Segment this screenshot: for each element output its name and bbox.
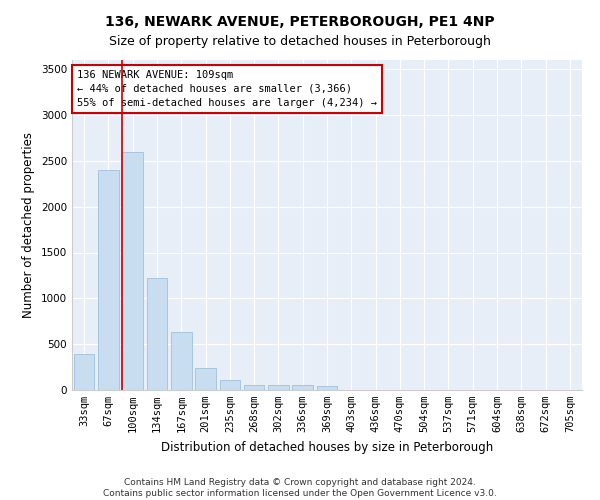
Bar (292, 386, 313, 390)
Text: 136, NEWARK AVENUE, PETERBOROUGH, PE1 4NP: 136, NEWARK AVENUE, PETERBOROUGH, PE1 4N… (105, 15, 495, 29)
Y-axis label: Number of detached properties: Number of detached properties (22, 132, 35, 318)
Bar (122, 152, 143, 390)
Bar (268, 386, 289, 390)
Bar (146, 278, 167, 390)
Bar (220, 380, 240, 390)
Text: Size of property relative to detached houses in Peterborough: Size of property relative to detached ho… (109, 35, 491, 48)
X-axis label: Distribution of detached houses by size in Peterborough: Distribution of detached houses by size … (161, 440, 493, 454)
Bar (244, 384, 265, 390)
Bar (317, 386, 337, 390)
Bar (171, 332, 191, 390)
Bar (98, 170, 119, 390)
Bar (74, 354, 94, 390)
Text: 136 NEWARK AVENUE: 109sqm
← 44% of detached houses are smaller (3,366)
55% of se: 136 NEWARK AVENUE: 109sqm ← 44% of detac… (77, 70, 377, 108)
Text: Contains HM Land Registry data © Crown copyright and database right 2024.
Contai: Contains HM Land Registry data © Crown c… (103, 478, 497, 498)
Bar (195, 368, 216, 390)
